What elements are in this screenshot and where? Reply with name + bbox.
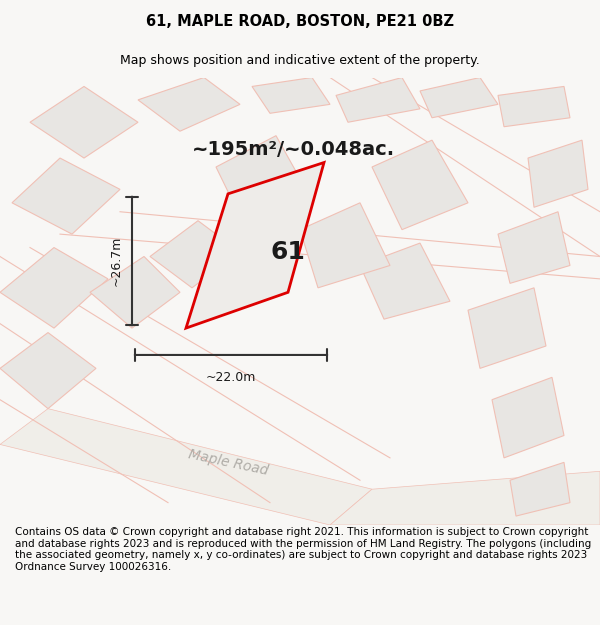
Polygon shape <box>528 140 588 208</box>
Polygon shape <box>468 288 546 368</box>
Polygon shape <box>360 243 450 319</box>
Text: ~26.7m: ~26.7m <box>110 236 123 286</box>
Polygon shape <box>150 221 240 288</box>
Text: ~22.0m: ~22.0m <box>206 371 256 384</box>
Polygon shape <box>216 136 306 216</box>
Polygon shape <box>372 140 468 229</box>
Polygon shape <box>90 256 180 328</box>
Polygon shape <box>0 409 372 525</box>
Polygon shape <box>12 158 120 234</box>
Polygon shape <box>336 78 420 122</box>
Polygon shape <box>138 78 240 131</box>
Polygon shape <box>30 86 138 158</box>
Polygon shape <box>498 212 570 283</box>
Polygon shape <box>252 78 330 113</box>
Polygon shape <box>330 471 600 525</box>
Text: Contains OS data © Crown copyright and database right 2021. This information is : Contains OS data © Crown copyright and d… <box>15 527 591 572</box>
Text: 61, MAPLE ROAD, BOSTON, PE21 0BZ: 61, MAPLE ROAD, BOSTON, PE21 0BZ <box>146 14 454 29</box>
Polygon shape <box>0 248 108 328</box>
Text: Maple Road: Maple Road <box>187 447 269 478</box>
Polygon shape <box>300 202 390 288</box>
Polygon shape <box>186 162 324 328</box>
Text: 61: 61 <box>271 240 305 264</box>
Polygon shape <box>510 462 570 516</box>
Polygon shape <box>420 78 498 118</box>
Polygon shape <box>498 86 570 127</box>
Polygon shape <box>492 378 564 458</box>
Polygon shape <box>0 332 96 409</box>
Text: ~195m²/~0.048ac.: ~195m²/~0.048ac. <box>192 139 395 159</box>
Text: Map shows position and indicative extent of the property.: Map shows position and indicative extent… <box>120 54 480 67</box>
